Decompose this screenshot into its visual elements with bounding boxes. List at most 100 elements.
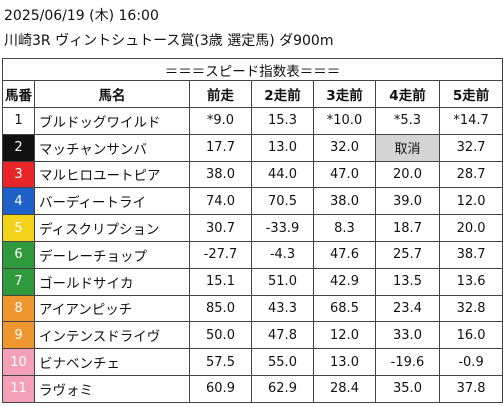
- speed-index: 13.6: [438, 267, 504, 296]
- speed-index: 43.3: [251, 294, 314, 323]
- speed-index: *9.0: [189, 107, 252, 135]
- speed-index: 60.9: [189, 374, 252, 403]
- speed-index: 47.0: [313, 160, 376, 189]
- speed-index: 32.8: [438, 294, 504, 323]
- horse-name: ディスクリプション: [34, 214, 190, 242]
- horse-number: 6: [2, 240, 35, 269]
- speed-index: *5.3: [375, 107, 440, 135]
- table-row: 5 ディスクリプション 30.7 -33.9 8.3 18.7 20.0: [2, 214, 504, 242]
- table-row: 8 アイアンピッチ 85.0 43.3 68.5 23.4 32.8: [2, 294, 504, 323]
- speed-index: 12.0: [438, 187, 504, 216]
- column-header: 前走: [189, 80, 252, 108]
- speed-index: 68.5: [313, 294, 376, 323]
- speed-index: 28.4: [313, 374, 376, 403]
- horse-name: マルヒロユートピア: [34, 160, 190, 189]
- speed-index: 47.6: [313, 240, 376, 269]
- speed-index: 38.0: [313, 187, 376, 216]
- speed-index: -33.9: [251, 214, 314, 242]
- speed-index: 20.0: [438, 214, 504, 242]
- date-line: 2025/06/19 (木) 16:00: [4, 8, 159, 24]
- horse-name: ブルドッグワイルド: [34, 107, 190, 135]
- speed-index: 28.7: [438, 160, 504, 189]
- speed-index: -4.3: [251, 240, 314, 269]
- speed-index: 70.5: [251, 187, 314, 216]
- speed-index: 25.7: [375, 240, 440, 269]
- speed-index: 30.7: [189, 214, 252, 242]
- speed-index: 15.1: [189, 267, 252, 296]
- speed-index: *14.7: [438, 107, 504, 135]
- horse-name: インテンスドライヴ: [34, 321, 190, 350]
- speed-index: 8.3: [313, 214, 376, 242]
- column-header: 4走前: [375, 80, 440, 108]
- speed-index: 32.0: [313, 133, 376, 162]
- speed-index: 20.0: [375, 160, 440, 189]
- horse-name: マッチャンサンバ: [34, 133, 190, 162]
- horse-name: アイアンピッチ: [34, 294, 190, 323]
- speed-index: 33.0: [375, 321, 440, 350]
- horse-number: 2: [2, 133, 35, 162]
- speed-index: 62.9: [251, 374, 314, 403]
- horse-number: 3: [2, 160, 35, 189]
- speed-index: 17.7: [189, 133, 252, 162]
- column-header: 3走前: [313, 80, 376, 108]
- horse-number: 11: [2, 374, 35, 403]
- speed-index: 13.0: [251, 133, 314, 162]
- table-row: 1 ブルドッグワイルド *9.0 15.3 *10.0 *5.3 *14.7: [2, 107, 504, 135]
- speed-index: 42.9: [313, 267, 376, 296]
- speed-index: 39.0: [375, 187, 440, 216]
- speed-index: 35.0: [375, 374, 440, 403]
- horse-name: ビナベンチェ: [34, 348, 190, 376]
- horse-number: 8: [2, 294, 35, 323]
- speed-index: 38.7: [438, 240, 504, 269]
- speed-index: 55.0: [251, 348, 314, 376]
- race-line: 川崎3R ヴィントシュトース賞(3歳 選定馬) ダ900m: [4, 33, 334, 49]
- column-header: 馬番: [2, 80, 35, 108]
- speed-index: 47.8: [251, 321, 314, 350]
- speed-index: 44.0: [251, 160, 314, 189]
- table-row: 3 マルヒロユートピア 38.0 44.0 47.0 20.0 28.7: [2, 160, 504, 189]
- speed-index: 51.0: [251, 267, 314, 296]
- table-row: 2 マッチャンサンバ 17.7 13.0 32.0 取消 32.7: [2, 133, 504, 162]
- horse-name: ラヴォミ: [34, 374, 190, 403]
- horse-number: 4: [2, 187, 35, 216]
- column-header: 5走前: [438, 80, 504, 108]
- horse-number: 10: [2, 348, 35, 376]
- horse-name: デーレーチョップ: [34, 240, 190, 269]
- horse-number: 1: [2, 107, 35, 135]
- speed-index: 38.0: [189, 160, 252, 189]
- speed-index: 32.7: [438, 133, 504, 162]
- speed-index: 74.0: [189, 187, 252, 216]
- speed-index: 15.3: [251, 107, 314, 135]
- horse-number: 5: [2, 214, 35, 242]
- table-row: 7 ゴールドサイカ 15.1 51.0 42.9 13.5 13.6: [2, 267, 504, 296]
- speed-index: -19.6: [375, 348, 440, 376]
- speed-index: 85.0: [189, 294, 252, 323]
- table-row: 6 デーレーチョップ -27.7 -4.3 47.6 25.7 38.7: [2, 240, 504, 269]
- speed-index: 12.0: [313, 321, 376, 350]
- table-row: 4 バーディートライ 74.0 70.5 38.0 39.0 12.0: [2, 187, 504, 216]
- speed-index: -0.9: [438, 348, 504, 376]
- column-header: 馬名: [34, 80, 190, 108]
- speed-index: 37.8: [438, 374, 504, 403]
- speed-index: 57.5: [189, 348, 252, 376]
- horse-number: 7: [2, 267, 35, 296]
- horse-name: バーディートライ: [34, 187, 190, 216]
- speed-index: 50.0: [189, 321, 252, 350]
- speed-index: *10.0: [313, 107, 376, 135]
- speed-index: 13.5: [375, 267, 440, 296]
- horse-number: 9: [2, 321, 35, 350]
- horse-name: ゴールドサイカ: [34, 267, 190, 296]
- speed-index: 13.0: [313, 348, 376, 376]
- speed-table: ＝＝＝スピード指数表＝＝＝ 馬番 馬名 前走 2走前 3走前 4走前 5走前 1 ブルドッグワ…: [1, 58, 504, 403]
- table-row: 11 ラヴォミ 60.9 62.9 28.4 35.0 37.8: [2, 374, 504, 403]
- table-title: ＝＝＝スピード指数表＝＝＝: [1, 58, 504, 81]
- speed-index: 16.0: [438, 321, 504, 350]
- speed-index: 23.4: [375, 294, 440, 323]
- table-row: 9 インテンスドライヴ 50.0 47.8 12.0 33.0 16.0: [2, 321, 504, 350]
- speed-index: 18.7: [375, 214, 440, 242]
- speed-index: -27.7: [189, 240, 252, 269]
- speed-index: 取消: [375, 133, 440, 162]
- column-header: 2走前: [251, 80, 314, 108]
- table-row: 10 ビナベンチェ 57.5 55.0 13.0 -19.6 -0.9: [2, 348, 504, 376]
